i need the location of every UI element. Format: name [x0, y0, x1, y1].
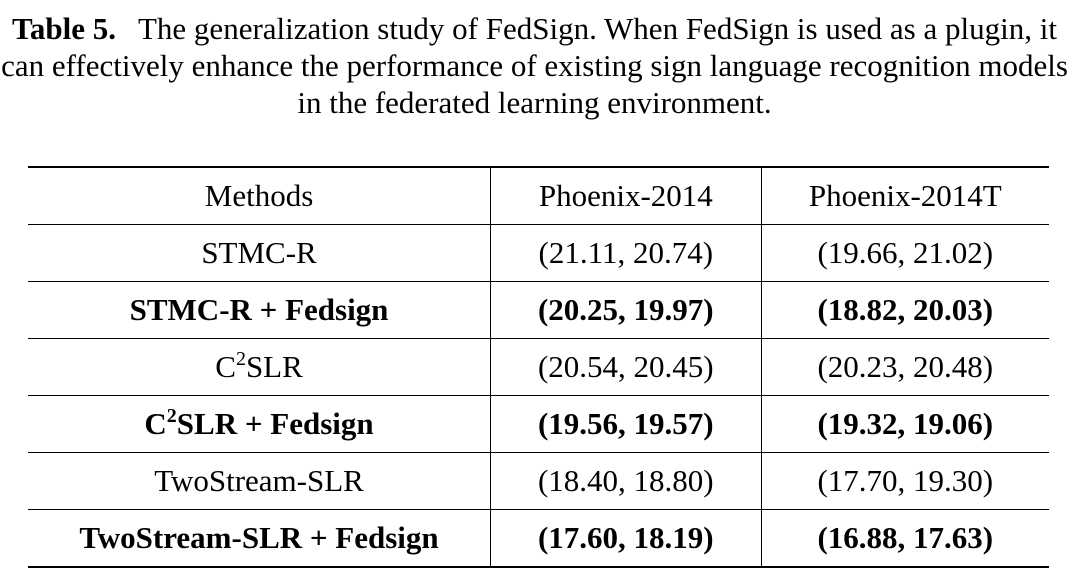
table-row: TwoStream-SLR (18.40, 18.80) (17.70, 19.… — [28, 452, 1049, 510]
results-table: Methods Phoenix-2014 Phoenix-2014T STMC-… — [28, 166, 1049, 568]
header-methods: Methods — [28, 166, 492, 225]
table-row: C2SLR + Fedsign (19.56, 19.57) (19.32, 1… — [28, 395, 1049, 453]
table-caption: Table 5. The generalization study of FedS… — [0, 10, 1069, 121]
phoenix-2014t-cell: (17.70, 19.30) — [761, 452, 1049, 510]
phoenix-2014-cell: (18.40, 18.80) — [490, 452, 762, 510]
table-row: TwoStream-SLR + Fedsign (17.60, 18.19) (… — [28, 509, 1049, 568]
phoenix-2014-cell: (20.25, 19.97) — [490, 281, 762, 339]
method-cell: TwoStream-SLR + Fedsign — [28, 509, 492, 568]
method-base: C — [144, 406, 167, 441]
caption-text: The generalization study of FedSign. Whe… — [1, 11, 1068, 120]
header-row: Methods Phoenix-2014 Phoenix-2014T — [28, 166, 1049, 225]
phoenix-2014t-cell: (20.23, 20.48) — [761, 338, 1049, 396]
method-superscript: 2 — [235, 348, 246, 370]
method-rest: SLR — [245, 349, 303, 384]
method-cell: STMC-R — [28, 224, 492, 282]
method-cell: TwoStream-SLR — [28, 452, 492, 510]
method-cell: STMC-R + Fedsign — [28, 281, 492, 339]
table-row: STMC-R (21.11, 20.74) (19.66, 21.02) — [28, 224, 1049, 282]
phoenix-2014t-cell: (16.88, 17.63) — [761, 509, 1049, 568]
header-phoenix-2014: Phoenix-2014 — [490, 166, 762, 225]
method-cell: C2SLR + Fedsign — [28, 395, 492, 453]
header-phoenix-2014t: Phoenix-2014T — [761, 166, 1049, 225]
method-rest: SLR + Fedsign — [176, 406, 374, 441]
method-base: C — [215, 349, 236, 384]
phoenix-2014t-cell: (18.82, 20.03) — [761, 281, 1049, 339]
method-superscript: 2 — [166, 405, 177, 427]
phoenix-2014-cell: (21.11, 20.74) — [490, 224, 762, 282]
phoenix-2014-cell: (17.60, 18.19) — [490, 509, 762, 568]
phoenix-2014-cell: (19.56, 19.57) — [490, 395, 762, 453]
table-row: C2SLR (20.54, 20.45) (20.23, 20.48) — [28, 338, 1049, 396]
phoenix-2014-cell: (20.54, 20.45) — [490, 338, 762, 396]
phoenix-2014t-cell: (19.66, 21.02) — [761, 224, 1049, 282]
phoenix-2014t-cell: (19.32, 19.06) — [761, 395, 1049, 453]
method-cell: C2SLR — [28, 338, 492, 396]
table-row: STMC-R + Fedsign (20.25, 19.97) (18.82, … — [28, 281, 1049, 339]
caption-label: Table 5. — [12, 11, 116, 46]
